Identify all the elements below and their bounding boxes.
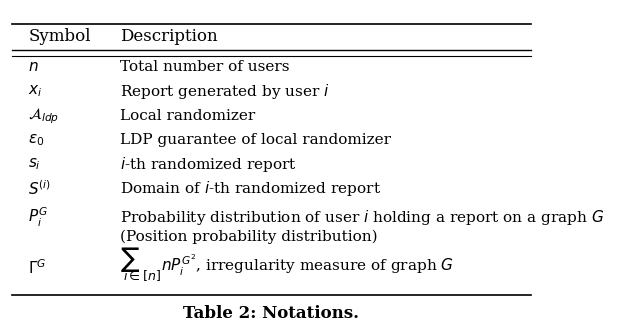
Text: Local randomizer: Local randomizer <box>120 109 255 123</box>
Text: Symbol: Symbol <box>28 28 91 45</box>
Text: $i$-th randomized report: $i$-th randomized report <box>120 155 297 174</box>
Text: Domain of $i$-th randomized report: Domain of $i$-th randomized report <box>120 179 381 198</box>
Text: $n$: $n$ <box>28 60 39 74</box>
Text: $x_i$: $x_i$ <box>28 84 43 99</box>
Text: Total number of users: Total number of users <box>120 60 290 74</box>
Text: Probability distribution of user $i$ holding a report on a graph $G$: Probability distribution of user $i$ hol… <box>120 208 604 227</box>
Text: $\mathcal{A}_{ldp}$: $\mathcal{A}_{ldp}$ <box>28 106 60 126</box>
Text: $P_i^G$: $P_i^G$ <box>28 206 49 229</box>
Text: $\sum$: $\sum$ <box>120 245 140 274</box>
Text: $s_i$: $s_i$ <box>28 156 41 172</box>
Text: $\varepsilon_0$: $\varepsilon_0$ <box>28 132 45 148</box>
Text: $\Gamma^G$: $\Gamma^G$ <box>28 258 47 276</box>
Text: $i\in[n]$: $i\in[n]$ <box>123 268 161 283</box>
Text: $nP_i^{G^2}$, irregularity measure of graph $G$: $nP_i^{G^2}$, irregularity measure of gr… <box>161 253 454 278</box>
Text: (Position probability distribution): (Position probability distribution) <box>120 230 378 244</box>
Text: $S^{(i)}$: $S^{(i)}$ <box>28 179 52 198</box>
Text: Report generated by user $i$: Report generated by user $i$ <box>120 82 330 101</box>
Text: Description: Description <box>120 28 218 45</box>
Text: Table 2: Notations.: Table 2: Notations. <box>183 305 359 322</box>
Text: LDP guarantee of local randomizer: LDP guarantee of local randomizer <box>120 133 391 147</box>
